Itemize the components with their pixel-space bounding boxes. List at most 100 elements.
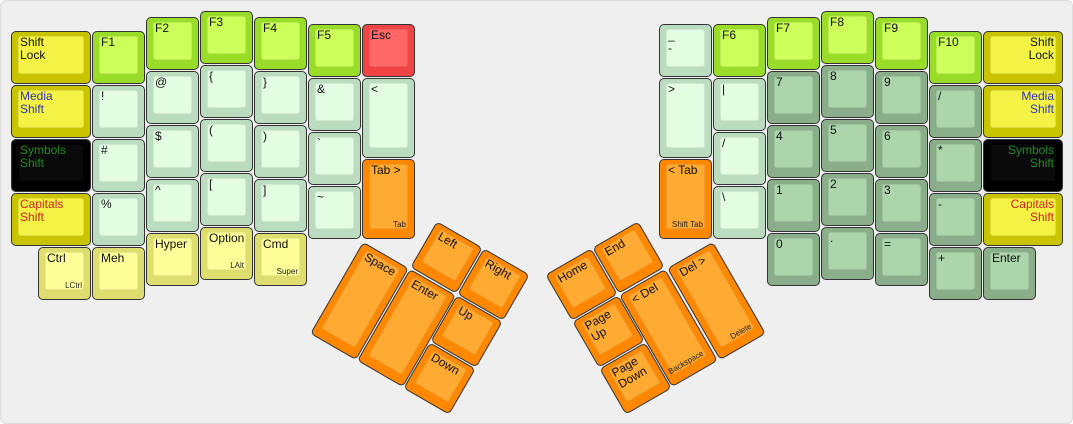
- key-label: F6: [722, 28, 737, 42]
- key-symbol[interactable]: .: [821, 227, 874, 280]
- key-1[interactable]: 1: [767, 179, 820, 232]
- key-symbol[interactable]: ~: [308, 186, 361, 239]
- key-label: ]: [263, 183, 267, 197]
- keycap-top: [261, 238, 300, 276]
- key-f5[interactable]: F5: [308, 24, 361, 77]
- key-tab[interactable]: Tab > Tab: [362, 159, 415, 239]
- keycap-top: [990, 252, 1029, 290]
- keycap-top: [936, 36, 975, 74]
- key-shift-lock[interactable]: Shift Lock: [11, 31, 91, 84]
- key-symbol[interactable]: -: [929, 193, 982, 246]
- keycap-top: [18, 198, 84, 236]
- key-meh[interactable]: Meh: [92, 247, 145, 300]
- key-sublabel: LAlt: [230, 261, 244, 270]
- key-label: -: [938, 197, 942, 211]
- key-f2[interactable]: F2: [146, 17, 199, 70]
- key-3[interactable]: 3: [875, 179, 928, 232]
- key-label: #: [101, 143, 108, 157]
- key-f6[interactable]: F6: [713, 24, 766, 77]
- key-label: >: [668, 82, 676, 96]
- key-symbol[interactable]: =: [875, 233, 928, 286]
- key-label: }: [263, 75, 268, 89]
- key-f10[interactable]: F10: [929, 31, 982, 84]
- keycap-top: [882, 22, 921, 60]
- key-label: _ -: [668, 28, 675, 55]
- key-label: F7: [776, 21, 791, 35]
- key-symbol[interactable]: `: [308, 132, 361, 185]
- key-symbol[interactable]: @: [146, 71, 199, 124]
- key-symbols-shift[interactable]: Symbols Shift: [983, 139, 1063, 192]
- key-tab[interactable]: < Tab Shift Tab: [659, 159, 712, 239]
- key-2[interactable]: 2: [821, 173, 874, 226]
- key-symbol[interactable]: ]: [254, 179, 307, 232]
- key-symbol[interactable]: $: [146, 125, 199, 178]
- key-label: F3: [209, 15, 224, 29]
- key-label: F2: [155, 21, 170, 35]
- key-symbol[interactable]: #: [92, 139, 145, 192]
- key-symbol[interactable]: (: [200, 119, 253, 172]
- key-symbol[interactable]: |: [713, 78, 766, 131]
- key-label: 5: [830, 123, 837, 137]
- key-esc[interactable]: Esc: [362, 24, 415, 77]
- key-f1[interactable]: F1: [92, 31, 145, 84]
- key-f4[interactable]: F4: [254, 17, 307, 70]
- key-8[interactable]: 8: [821, 65, 874, 118]
- key-symbol[interactable]: /: [929, 85, 982, 138]
- key-symbol[interactable]: ^: [146, 179, 199, 232]
- key-symbol[interactable]: %: [92, 193, 145, 246]
- key-4[interactable]: 4: [767, 125, 820, 178]
- key-label: *: [938, 143, 943, 157]
- keycap-top: [936, 198, 975, 236]
- keycap-top: [315, 191, 354, 229]
- key-7[interactable]: 7: [767, 71, 820, 124]
- key-f7[interactable]: F7: [767, 17, 820, 70]
- keycap-top: [261, 184, 300, 222]
- key-media-shift[interactable]: Media Shift: [983, 85, 1063, 138]
- keycap-top: [882, 238, 921, 276]
- key-symbol[interactable]: !: [92, 85, 145, 138]
- keycap-top: [153, 130, 192, 168]
- key-symbol[interactable]: >: [659, 78, 712, 158]
- key-9[interactable]: 9: [875, 71, 928, 124]
- key-hyper[interactable]: Hyper: [146, 233, 199, 286]
- key-label: F10: [938, 35, 959, 49]
- key-label: 3: [884, 183, 891, 197]
- key-label: /: [722, 136, 726, 150]
- key-symbol[interactable]: }: [254, 71, 307, 124]
- key-symbol[interactable]: {: [200, 65, 253, 118]
- key-capitals-shift[interactable]: Capitals Shift: [11, 193, 91, 246]
- key-label: Shift Lock: [1028, 35, 1054, 62]
- keycap-top: [369, 29, 408, 67]
- key-symbol[interactable]: ): [254, 125, 307, 178]
- keycap-top: [18, 90, 84, 128]
- key-cmd[interactable]: Cmd Super: [254, 233, 307, 286]
- key-symbol[interactable]: /: [713, 132, 766, 185]
- key-enter[interactable]: Enter: [983, 247, 1036, 300]
- key-symbol[interactable]: +: [929, 247, 982, 300]
- key-symbol[interactable]: \: [713, 186, 766, 239]
- key-label: F4: [263, 21, 278, 35]
- key-symbol[interactable]: [: [200, 173, 253, 226]
- key-option[interactable]: Option LAlt: [200, 227, 253, 280]
- key-f9[interactable]: F9: [875, 17, 928, 70]
- key-f3[interactable]: F3: [200, 11, 253, 64]
- key-6[interactable]: 6: [875, 125, 928, 178]
- keycap-top: [18, 144, 84, 182]
- key-media-shift[interactable]: Media Shift: [11, 85, 91, 138]
- key-sublabel: LCtrl: [65, 281, 82, 290]
- key-symbol[interactable]: &: [308, 78, 361, 131]
- keycap-top: [774, 184, 813, 222]
- key-symbols-shift[interactable]: Symbols Shift: [11, 139, 91, 192]
- key-0[interactable]: 0: [767, 233, 820, 286]
- key-shift-lock[interactable]: Shift Lock: [983, 31, 1063, 84]
- key-symbol[interactable]: <: [362, 78, 415, 158]
- key-5[interactable]: 5: [821, 119, 874, 172]
- key-f8[interactable]: F8: [821, 11, 874, 64]
- key-label: 1: [776, 183, 783, 197]
- key-capitals-shift[interactable]: Capitals Shift: [983, 193, 1063, 246]
- key-symbol[interactable]: _ -: [659, 24, 712, 77]
- key-label: 6: [884, 129, 891, 143]
- keycap-top: [45, 252, 84, 290]
- key-ctrl[interactable]: Ctrl LCtrl: [38, 247, 91, 300]
- key-symbol[interactable]: *: [929, 139, 982, 192]
